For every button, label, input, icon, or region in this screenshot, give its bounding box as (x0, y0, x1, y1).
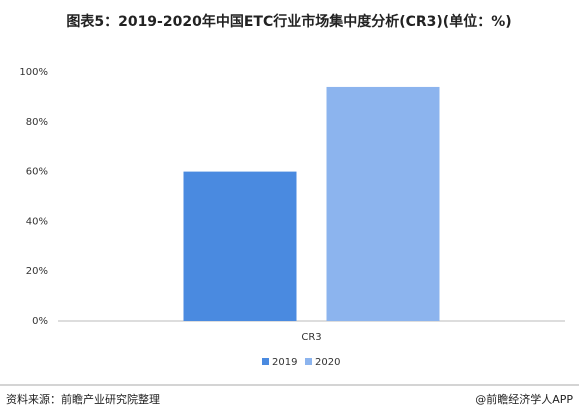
legend-label: 2019 (272, 357, 297, 368)
source: 资料来源：前瞻产业研究院整理 (6, 392, 160, 406)
y-tick-label: 20% (26, 266, 48, 277)
y-tick-label: 0% (32, 316, 48, 327)
bar (326, 86, 440, 321)
credit: @前瞻经济学人APP (475, 392, 573, 406)
legend-label: 2020 (315, 357, 340, 368)
y-tick-label: 100% (19, 67, 48, 78)
bar (183, 171, 297, 321)
y-tick-label: 80% (26, 117, 48, 128)
x-tick-label: CR3 (301, 332, 321, 343)
legend-swatch (262, 358, 269, 365)
legend-swatch (305, 358, 312, 365)
chart-title: 图表5：2019-2020年中国ETC行业市场集中度分析(CR3)(单位：%) (66, 13, 511, 30)
y-tick-label: 40% (26, 216, 48, 227)
y-tick-label: 60% (26, 167, 48, 178)
